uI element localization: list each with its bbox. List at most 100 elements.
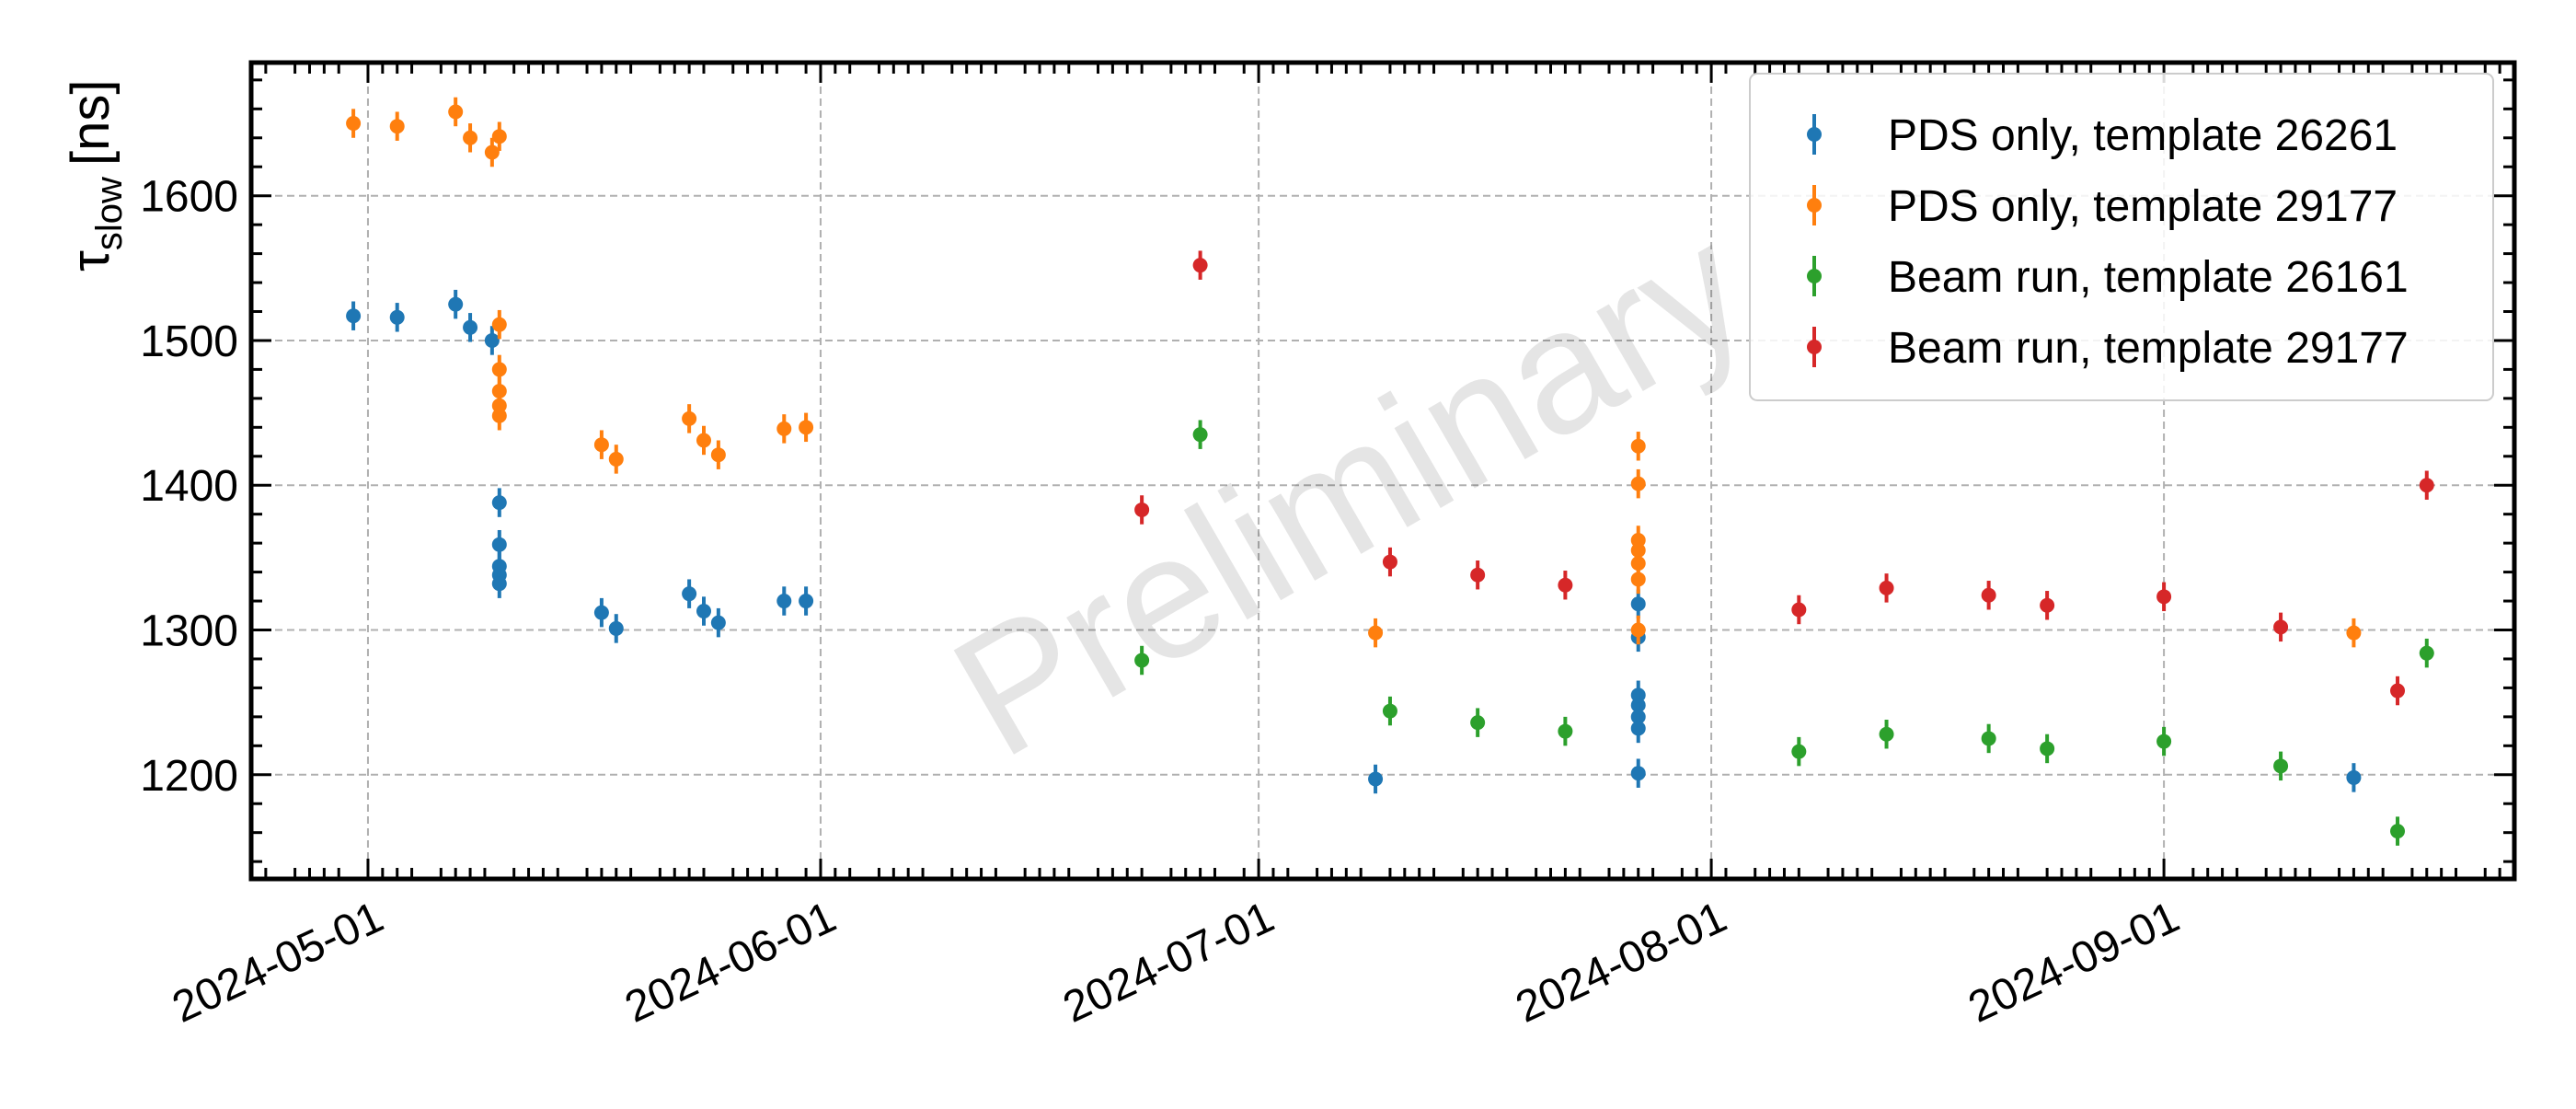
data-point [2346,625,2362,641]
data-point [1470,567,1486,583]
data-point [710,447,726,463]
data-point [1630,556,1646,572]
data-point [1879,726,1894,742]
data-point [1134,653,1150,668]
data-point [389,309,405,325]
data-point [776,421,792,436]
data-point [776,594,792,609]
data-point [608,620,624,636]
x-tick-label: 2024-09-01 [1961,893,2187,1033]
data-point [448,296,464,312]
data-point [696,433,711,448]
data-point [1630,766,1646,781]
y-tick-label: 1300 [140,606,238,655]
legend-marker [1807,198,1822,213]
legend: PDS only, template 26261 PDS only, templa… [1749,73,2494,401]
data-point [491,317,507,332]
y-tick-label: 1400 [140,462,238,511]
data-point [346,308,362,324]
data-point [1382,554,1397,570]
data-point [2273,619,2289,635]
data-point [2156,589,2172,605]
data-point [491,129,507,144]
data-point [484,332,500,348]
data-point [1368,771,1384,787]
y-axis-label-symbol: τ [61,250,121,271]
watermark-text: Preliminary [923,188,1777,794]
watermark-layer: Preliminary [923,188,1777,794]
legend-label: Beam run, template 26161 [1888,253,2409,302]
data-point [2390,683,2406,699]
data-point [593,437,609,453]
y-tick-label: 1200 [140,752,238,801]
data-point [1879,580,1894,595]
series-2 [346,97,2362,648]
data-point [484,144,500,160]
data-point [463,319,478,335]
data-point [2390,824,2406,839]
x-tick-label: 2024-07-01 [1056,893,1282,1033]
y-tick-label: 1500 [140,318,238,366]
data-point [682,586,697,602]
legend-marker [1807,127,1822,142]
data-point [2040,597,2055,613]
legend-label: PDS only, template 29177 [1888,182,2398,231]
data-point [1630,572,1646,587]
data-point [1630,596,1646,612]
data-point [1630,438,1646,454]
x-tick-label: 2024-06-01 [618,893,844,1033]
data-point [491,495,507,511]
data-point [491,408,507,423]
data-point [1981,731,1996,746]
data-point [2419,645,2434,661]
data-point [389,119,405,134]
data-point [1470,715,1486,731]
data-point [682,410,697,426]
series-3 [1134,420,2434,846]
data-point [1630,622,1646,638]
data-point [710,615,726,630]
legend-marker [1807,340,1822,354]
data-point [799,420,814,435]
data-point [463,130,478,145]
data-point [2419,478,2434,493]
data-point [491,362,507,377]
y-tick-label: 1600 [140,173,238,222]
data-point [593,605,609,620]
grid-layer [251,63,2514,879]
plot-frame [248,60,2517,882]
data-point [346,116,362,132]
data-point [491,576,507,592]
legend-box [1749,73,2494,401]
legend-label: Beam run, template 29177 [1888,324,2409,373]
series-1 [346,289,2362,794]
data-point [1630,476,1646,491]
data-point [2346,769,2362,785]
data-layer [346,97,2434,846]
data-point [1981,587,1996,603]
data-point [1791,744,1807,759]
y-axis-label: τslow [ns] [61,80,130,271]
data-point [1791,602,1807,618]
data-point [1192,427,1208,443]
data-point [2156,734,2172,749]
data-point [448,104,464,120]
legend-label: PDS only, template 26261 [1888,111,2398,160]
data-point [1368,625,1384,641]
y-axis-label-unit: [ns] [61,80,121,167]
data-point [2040,741,2055,757]
data-point [1382,703,1397,719]
x-tick-label: 2024-05-01 [166,893,391,1033]
data-point [1558,723,1573,739]
data-point [491,537,507,552]
y-axis-label-subscript: slow [89,177,130,250]
legend-marker [1807,269,1822,283]
data-point [1192,258,1208,273]
data-point [1630,721,1646,736]
data-point [2273,758,2289,774]
series-4 [1134,250,2434,706]
data-point [1134,502,1150,517]
data-point [608,451,624,467]
